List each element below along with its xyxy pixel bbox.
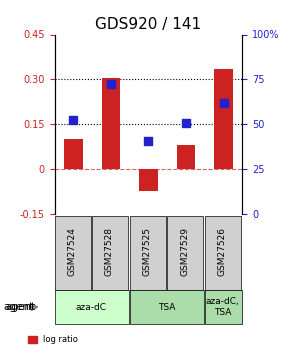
Text: GSM27528: GSM27528 bbox=[105, 227, 114, 276]
Text: aza-dC: aza-dC bbox=[76, 303, 107, 312]
Point bbox=[71, 117, 76, 122]
Title: GDS920 / 141: GDS920 / 141 bbox=[95, 17, 201, 32]
Text: GSM27529: GSM27529 bbox=[180, 227, 189, 276]
Bar bbox=[177, 145, 195, 169]
Text: GSM27524: GSM27524 bbox=[67, 227, 76, 276]
Text: TSA: TSA bbox=[158, 303, 175, 312]
Point bbox=[184, 120, 188, 126]
Bar bbox=[102, 78, 120, 169]
Point bbox=[146, 138, 151, 144]
Point bbox=[108, 81, 113, 87]
Bar bbox=[64, 139, 83, 169]
Legend: log ratio, percentile rank within the sample: log ratio, percentile rank within the sa… bbox=[28, 335, 185, 345]
Text: GSM27525: GSM27525 bbox=[142, 227, 152, 276]
Text: GSM27526: GSM27526 bbox=[218, 227, 227, 276]
Point bbox=[221, 100, 226, 106]
Bar bbox=[139, 169, 158, 190]
Text: agent: agent bbox=[5, 302, 35, 312]
Bar bbox=[214, 69, 233, 169]
Text: agent: agent bbox=[3, 302, 33, 312]
Text: aza-dC,
TSA: aza-dC, TSA bbox=[206, 297, 240, 317]
